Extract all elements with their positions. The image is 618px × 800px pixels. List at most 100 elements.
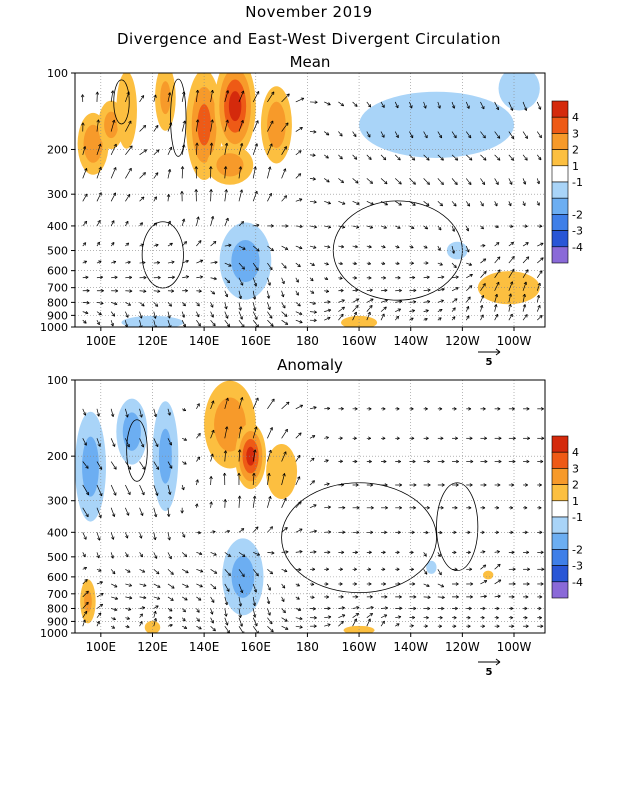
vector-arrow xyxy=(480,154,487,161)
shade-blob xyxy=(340,315,378,327)
vector-arrow-head xyxy=(451,228,456,232)
vector-arrow-head xyxy=(524,157,528,161)
colorbar-cell xyxy=(551,532,569,550)
vector-arrow-head xyxy=(222,472,227,476)
vector-arrow xyxy=(210,608,213,615)
vector-arrow xyxy=(395,308,401,312)
vector-arrow-head xyxy=(497,407,501,411)
vector-arrow-head xyxy=(368,550,372,555)
vector-arrow xyxy=(196,302,200,307)
vector-arrow-head xyxy=(441,459,445,464)
vector-arrow xyxy=(252,495,256,508)
vector-arrow xyxy=(267,302,271,310)
vector-arrow xyxy=(210,277,217,280)
vector-arrow-head xyxy=(482,258,487,262)
vector-arrow xyxy=(423,101,427,109)
vector-arrow-head xyxy=(341,606,345,610)
vector-arrow-head xyxy=(169,608,173,612)
vector-arrow-head xyxy=(255,397,259,401)
vector-arrow xyxy=(238,552,246,557)
vector-arrow xyxy=(96,612,102,618)
vector-arrow-head xyxy=(180,166,185,170)
vector-arrow-head xyxy=(411,436,415,441)
vector-arrow xyxy=(167,169,171,179)
vector-arrow-head xyxy=(342,201,346,205)
vector-arrow-head xyxy=(224,306,228,310)
vector-arrow-head xyxy=(396,550,400,555)
y-tick-label: 900 xyxy=(47,309,68,322)
vector-arrow-head xyxy=(538,156,542,161)
vector-arrow-head xyxy=(412,506,416,510)
vector-arrow-head xyxy=(194,166,198,170)
vector-arrow-head xyxy=(381,620,385,625)
vector-arrow xyxy=(437,131,443,139)
vector-arrow xyxy=(111,276,118,279)
vector-arrow-head xyxy=(299,625,303,629)
vector-arrow-head xyxy=(382,156,387,161)
vector-arrow xyxy=(281,319,289,325)
vector-arrow-head xyxy=(339,567,343,572)
vector-arrow xyxy=(494,269,501,278)
vector-arrow xyxy=(380,614,388,619)
vector-arrow-head xyxy=(482,244,486,248)
x-tick-label: 140E xyxy=(189,640,220,654)
vector-arrow-head xyxy=(252,307,257,311)
contour-line xyxy=(332,200,463,301)
vector-arrow-head xyxy=(441,595,445,600)
vector-arrow-head xyxy=(525,624,529,628)
vector-arrow-head xyxy=(86,301,90,305)
vector-arrow-head xyxy=(143,583,147,587)
vector-arrow-head xyxy=(153,617,157,622)
vector-arrow-head xyxy=(511,550,515,555)
vector-arrow-head xyxy=(398,615,402,619)
vector-arrow-head xyxy=(340,407,344,411)
vector-arrow-head xyxy=(313,624,317,628)
vector-arrow xyxy=(210,261,218,264)
vector-arrow xyxy=(281,146,287,156)
vector-arrow-head xyxy=(110,413,115,417)
vector-arrow-head xyxy=(253,283,258,287)
vector-arrow-head xyxy=(252,296,257,300)
vector-arrow-head xyxy=(426,275,430,280)
vector-arrow xyxy=(267,290,270,299)
vector-arrow-head xyxy=(510,530,514,535)
vector-arrow xyxy=(167,242,173,247)
vector-arrow-head xyxy=(311,435,316,439)
vector-arrow xyxy=(267,262,273,271)
vector-arrow-head xyxy=(353,618,357,622)
vector-arrow-head xyxy=(325,567,329,572)
vector-arrow xyxy=(437,245,441,251)
vector-arrow-head xyxy=(326,595,330,599)
vector-arrow xyxy=(380,200,388,206)
colorbar-cell xyxy=(551,516,569,534)
vector-arrow xyxy=(82,601,89,609)
vector-arrow-head xyxy=(299,404,304,408)
vector-arrow-head xyxy=(384,288,388,293)
vector-arrow-head xyxy=(439,308,443,313)
vector-arrow xyxy=(480,295,484,303)
vector-arrow-head xyxy=(511,595,515,599)
vector-arrow-head xyxy=(295,292,299,296)
vector-arrow-head xyxy=(84,610,88,615)
vector-arrow-head xyxy=(381,313,385,317)
vector-arrow xyxy=(323,131,330,136)
vector-arrow-head xyxy=(538,615,542,620)
vector-arrow-head xyxy=(368,244,372,249)
vector-arrow-head xyxy=(383,614,388,618)
vector-arrow xyxy=(465,296,471,303)
vector-arrow xyxy=(181,91,185,103)
colorbar-label: 1 xyxy=(572,160,579,173)
vector-arrow-head xyxy=(183,241,188,245)
vector-arrow xyxy=(153,569,160,575)
vector-arrow xyxy=(267,608,271,616)
vector-arrow-head xyxy=(526,582,530,586)
vector-arrow-head xyxy=(341,306,345,310)
vector-arrow-head xyxy=(212,240,217,245)
vector-arrow-head xyxy=(240,397,244,401)
vector-arrow-head xyxy=(424,624,428,628)
vector-arrow-head xyxy=(125,220,129,225)
vector-arrow-head xyxy=(185,570,189,574)
vector-arrow-head xyxy=(182,608,186,613)
vector-arrow xyxy=(423,276,430,279)
vector-arrow-head xyxy=(210,216,215,220)
